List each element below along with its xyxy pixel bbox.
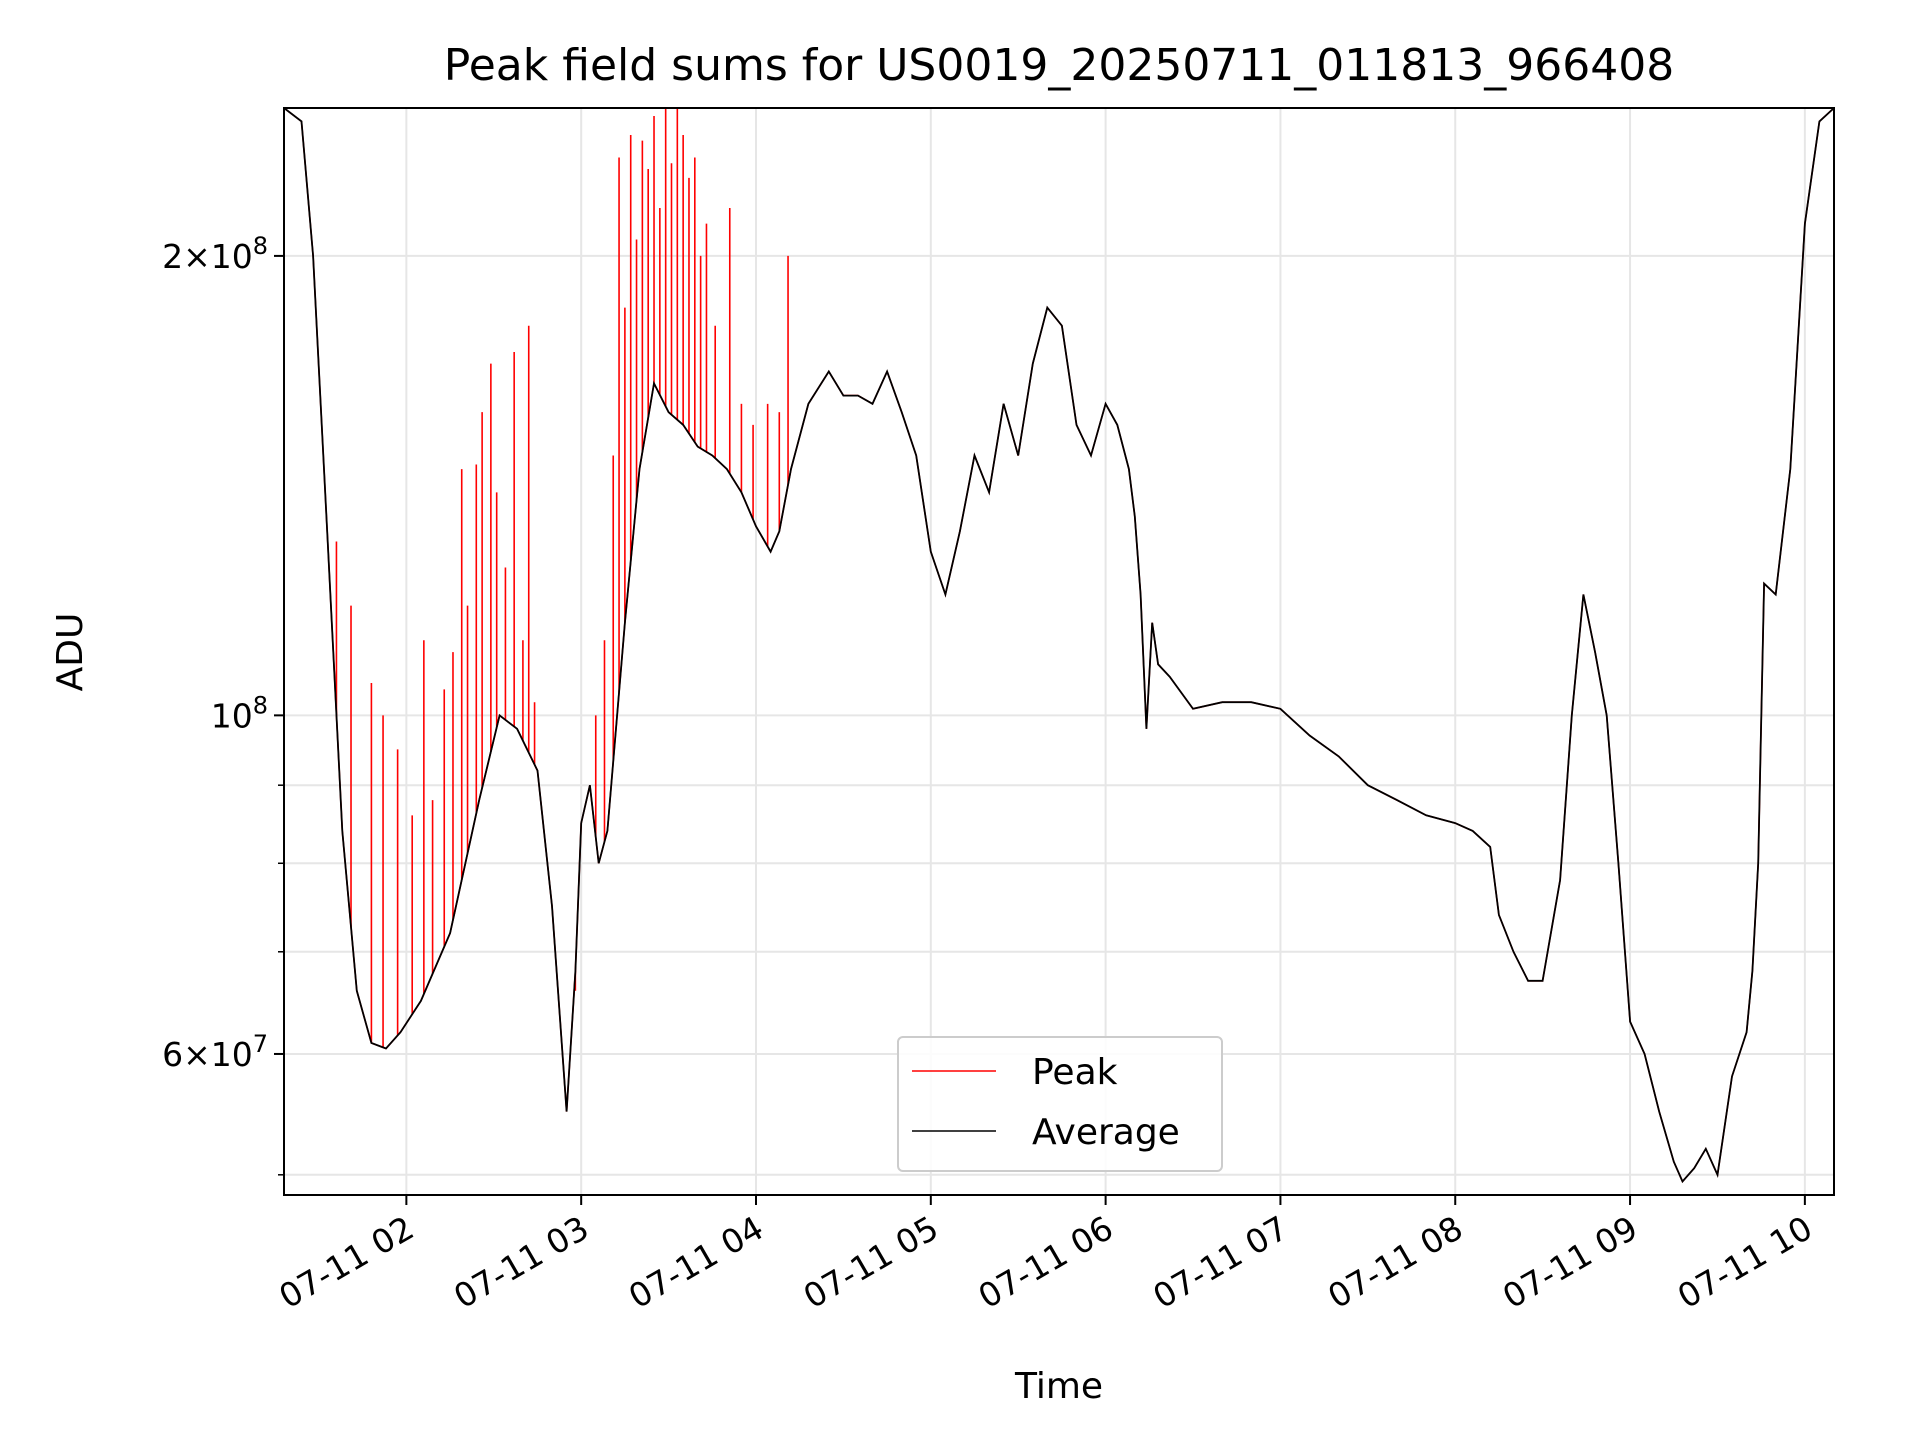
plot-frame	[283, 107, 1835, 1196]
y-tick-exponent: 7	[253, 1030, 268, 1058]
y-tick-exponent: 8	[253, 232, 268, 260]
x-tick-label: 07-11 05	[797, 1208, 945, 1316]
y-tick-label: 6×107	[162, 1030, 268, 1074]
y-tick-base: 10	[211, 696, 253, 735]
x-axis-label: Time	[1014, 1366, 1103, 1407]
x-tick-label: 07-11 03	[447, 1208, 595, 1316]
peak-series-line	[283, 107, 1835, 1183]
y-tick-multiply: ×	[183, 1035, 211, 1074]
legend-peak-label: Peak	[1032, 1052, 1118, 1093]
peak-spikes	[335, 108, 789, 1048]
y-axis-label: ADU	[50, 613, 91, 692]
y-tick-label: 2×108	[162, 232, 268, 276]
x-tick-label: 07-11 08	[1321, 1208, 1469, 1316]
x-axis-ticks: 07-11 02 07-11 03 07-11 04 07-11 05 07-11 06…	[272, 1195, 1819, 1316]
x-tick-label: 07-11 06	[972, 1208, 1120, 1316]
x-tick-label: 07-11 09	[1496, 1208, 1644, 1316]
y-tick-base: 10	[211, 237, 253, 276]
average-series-line	[283, 107, 1835, 1184]
data-lines	[283, 107, 1835, 1184]
x-tick-label: 07-11 02	[272, 1208, 420, 1316]
x-tick-label: 07-11 04	[622, 1208, 770, 1316]
gridlines	[284, 108, 1834, 1195]
legend: Peak Average	[897, 1036, 1223, 1172]
y-tick-exponent: 8	[253, 691, 268, 719]
x-tick-label: 07-11 07	[1146, 1208, 1294, 1316]
x-tick-label: 07-11 10	[1671, 1208, 1819, 1316]
y-tick-mantissa: 2	[162, 237, 183, 276]
y-tick-mantissa: 6	[162, 1035, 183, 1074]
y-tick-label: 108	[211, 691, 268, 735]
y-tick-base: 10	[211, 1035, 253, 1074]
legend-average-label: Average	[1032, 1112, 1180, 1153]
y-tick-multiply: ×	[183, 237, 211, 276]
chart-title: Peak field sums for US0019_20250711_0118…	[444, 40, 1674, 91]
